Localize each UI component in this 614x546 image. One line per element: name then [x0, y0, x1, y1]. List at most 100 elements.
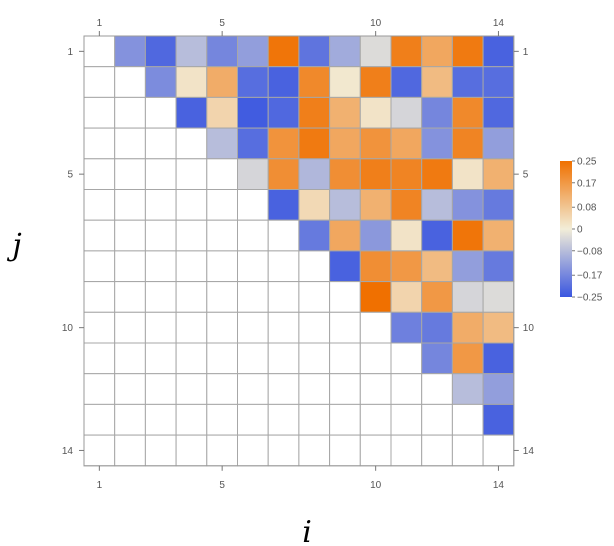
heatmap-cell-i10-j10	[359, 311, 392, 344]
heatmap-cell-i3-j9	[144, 281, 177, 313]
heatmap-cell-i14-j12	[482, 373, 515, 405]
heatmap-cell-i10-j5	[359, 158, 392, 191]
colorbar-tick-label-4: −0.08	[577, 246, 603, 257]
heatmap-cell-i12-j8	[421, 250, 453, 283]
heatmap-cells	[83, 35, 515, 467]
heatmap-cell-i8-j11	[298, 342, 331, 375]
heatmap-cell-i6-j7	[237, 219, 269, 252]
heatmap-cell-i12-j3	[421, 96, 453, 129]
heatmap-cell-i2-j14	[114, 434, 146, 467]
y-tick-label-left-10: 10	[62, 323, 74, 334]
heatmap-cell-i3-j7	[144, 219, 177, 252]
heatmap-cell-i11-j5	[390, 158, 423, 191]
heatmap-cell-i11-j4	[390, 127, 423, 160]
heatmap-cell-i9-j9	[329, 281, 361, 313]
heatmap-cell-i5-j10	[206, 311, 239, 344]
heatmap-cell-i13-j13	[451, 403, 484, 436]
heatmap-cell-i13-j7	[451, 219, 484, 252]
heatmap-cell-i13-j4	[451, 127, 484, 160]
heatmap-cell-i4-j12	[175, 373, 208, 405]
heatmap-cell-i14-j6	[482, 189, 515, 221]
colorbar-legend: 0.25 0.17 0.08 0 −0.08 −0.17 −0.25	[560, 157, 603, 304]
heatmap-cell-i9-j2	[329, 66, 361, 98]
heatmap-cell-i6-j9	[237, 281, 269, 313]
heatmap-cell-i6-j5	[237, 158, 269, 191]
heatmap-cell-i4-j8	[175, 250, 208, 283]
y-tick-label-left-5: 5	[67, 170, 73, 181]
heatmap-cell-i2-j12	[114, 373, 146, 405]
heatmap-cell-i10-j12	[359, 373, 392, 405]
heatmap-cell-i14-j3	[482, 96, 515, 129]
heatmap-cell-i12-j10	[421, 311, 453, 344]
heatmap-cell-i14-j11	[482, 342, 515, 375]
colorbar-tick-label-6: −0.25	[577, 293, 603, 304]
heatmap-cell-i9-j13	[329, 403, 361, 436]
heatmap-cell-i5-j9	[206, 281, 239, 313]
heatmap-cell-i5-j14	[206, 434, 239, 467]
heatmap-cell-i3-j13	[144, 403, 177, 436]
heatmap-cell-i12-j6	[421, 189, 453, 221]
heatmap-cell-i12-j14	[421, 434, 453, 467]
heatmap-cell-i1-j1	[83, 35, 116, 68]
heatmap-cell-i3-j11	[144, 342, 177, 375]
heatmap-cell-i12-j11	[421, 342, 453, 375]
heatmap-cell-i7-j4	[267, 127, 300, 160]
x-tick-label-bottom-10: 10	[370, 480, 382, 491]
heatmap-cell-i7-j12	[267, 373, 300, 405]
heatmap-cell-i4-j3	[175, 96, 208, 129]
heatmap-cell-i9-j11	[329, 342, 361, 375]
heatmap-cell-i10-j13	[359, 403, 392, 436]
heatmap-cell-i8-j14	[298, 434, 331, 467]
heatmap-cell-i1-j3	[83, 96, 116, 129]
heatmap-cell-i14-j8	[482, 250, 515, 283]
heatmap-cell-i12-j2	[421, 66, 453, 98]
heatmap-cell-i5-j2	[206, 66, 239, 98]
heatmap-cell-i14-j7	[482, 219, 515, 252]
heatmap-cell-i10-j1	[359, 35, 392, 68]
colorbar-tick-label-0: 0.25	[577, 157, 597, 168]
heatmap-cell-i8-j6	[298, 189, 331, 221]
heatmap-cell-i10-j9	[359, 281, 392, 313]
heatmap-cell-i9-j7	[329, 219, 361, 252]
heatmap-cell-i10-j7	[359, 219, 392, 252]
heatmap-cell-i6-j10	[237, 311, 269, 344]
x-tick-label-bottom-14: 14	[493, 480, 505, 491]
heatmap-cell-i8-j12	[298, 373, 331, 405]
heatmap-cell-i9-j1	[329, 35, 361, 68]
heatmap-cell-i14-j5	[482, 158, 515, 191]
heatmap-cell-i12-j5	[421, 158, 453, 191]
x-tick-label-top-1: 1	[97, 18, 103, 29]
heatmap-cell-i2-j8	[114, 250, 146, 283]
heatmap-cell-i1-j13	[83, 403, 116, 436]
heatmap-cell-i12-j9	[421, 281, 453, 313]
heatmap-cell-i7-j5	[267, 158, 300, 191]
heatmap-cell-i12-j1	[421, 35, 453, 68]
heatmap-cell-i4-j1	[175, 35, 208, 68]
heatmap-cell-i9-j12	[329, 373, 361, 405]
heatmap-cell-i14-j10	[482, 311, 515, 344]
heatmap-cell-i7-j1	[267, 35, 300, 68]
heatmap-cell-i12-j12	[421, 373, 453, 405]
x-tick-label-top-14: 14	[493, 18, 505, 29]
heatmap-cell-i13-j11	[451, 342, 484, 375]
heatmap-cell-i12-j13	[421, 403, 453, 436]
heatmap-cell-i5-j12	[206, 373, 239, 405]
heatmap-cell-i13-j6	[451, 189, 484, 221]
y-axis-label: j	[6, 228, 21, 263]
heatmap-cell-i9-j10	[329, 311, 361, 344]
heatmap-cell-i12-j7	[421, 219, 453, 252]
heatmap-cell-i5-j11	[206, 342, 239, 375]
heatmap-cell-i7-j10	[267, 311, 300, 344]
heatmap-cell-i5-j3	[206, 96, 239, 129]
heatmap-cell-i11-j14	[390, 434, 423, 467]
heatmap-cell-i11-j6	[390, 189, 423, 221]
heatmap-cell-i2-j4	[114, 127, 146, 160]
heatmap-cell-i8-j3	[298, 96, 331, 129]
plot-frame	[83, 35, 515, 467]
x-tick-label-bottom-1: 1	[97, 480, 103, 491]
heatmap-cell-i8-j10	[298, 311, 331, 344]
heatmap-cell-i8-j1	[298, 35, 331, 68]
heatmap-cell-i8-j5	[298, 158, 331, 191]
colorbar-tick-label-2: 0.08	[577, 203, 597, 214]
heatmap-cell-i10-j4	[359, 127, 392, 160]
